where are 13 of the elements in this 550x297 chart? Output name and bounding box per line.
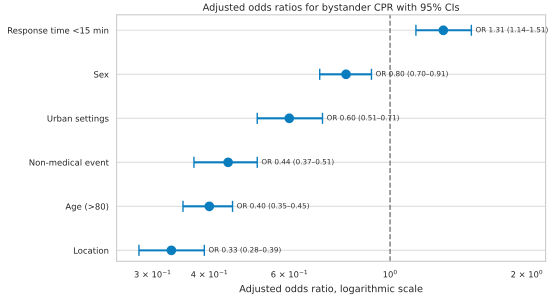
x-axis-title: Adjusted odds ratio, logarithmic scale (239, 284, 422, 294)
y-tick-label: Sex (94, 71, 109, 78)
x-tick-label: 3 × 10$^{−1}$ (134, 270, 170, 278)
x-tick-label: 10$^{0}$ (384, 270, 397, 278)
chart-title: Adjusted odds ratios for bystander CPR with 95% CIs (202, 3, 460, 13)
x-tick-label: 2 × 10$^{0}$ (511, 270, 542, 278)
x-tick-label: 6 × 10$^{−1}$ (271, 270, 308, 278)
x-tick-label: 4 × 10$^{−1}$ (191, 270, 228, 278)
y-tick-label: Non-medical event (30, 159, 109, 166)
y-tick-label: Age (>80) (65, 203, 108, 212)
y-tick-label: Location (74, 247, 108, 254)
y-tick-label: Urban settings (48, 115, 109, 124)
y-tick-label: Response time <15 min (8, 27, 108, 36)
